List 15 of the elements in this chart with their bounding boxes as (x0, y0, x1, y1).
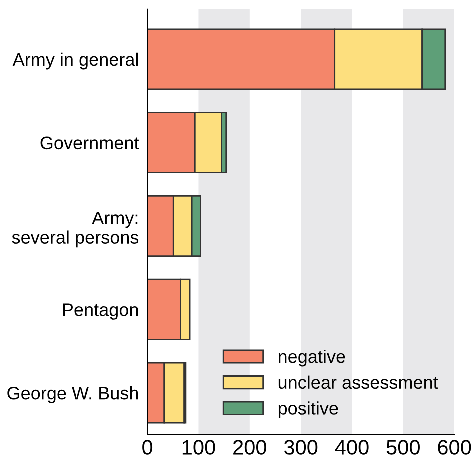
legend-label: positive (278, 402, 338, 418)
x-tick-label: 200 (234, 440, 266, 455)
x-tick-label: 400 (335, 440, 369, 455)
y-tick-label: Pentagon (63, 304, 138, 320)
x-tick-label: 300 (284, 440, 318, 455)
x-tick-label: 600 (438, 440, 472, 455)
x-tick-label: 0 (142, 440, 153, 455)
legend-label: negative (278, 350, 346, 367)
x-tick-label: 500 (386, 440, 420, 455)
legend-label: unclear assessment (278, 376, 438, 390)
y-tick-label: George W. Bush (8, 386, 138, 404)
x-tick-label: 100 (182, 440, 216, 455)
y-tick-label: Army in general (12, 52, 138, 70)
y-tick-label: Army: several persons (12, 212, 139, 248)
y-tick-label: Government (40, 136, 140, 150)
